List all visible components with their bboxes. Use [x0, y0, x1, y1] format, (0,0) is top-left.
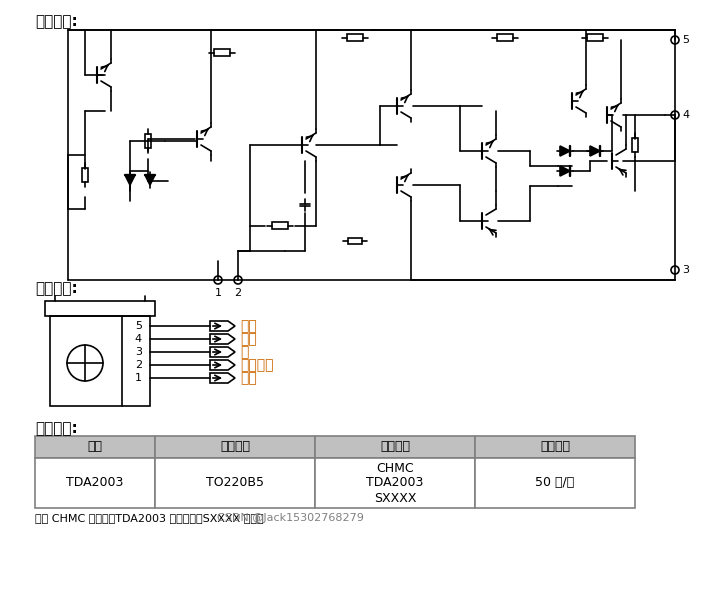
Text: 封装形式: 封装形式 [220, 441, 250, 454]
Bar [35, 458, 155, 508]
Bar [155, 458, 315, 508]
Text: 输出: 输出 [240, 332, 257, 346]
Bar [348, 238, 362, 244]
Text: 4: 4 [682, 110, 689, 120]
Bar [315, 436, 475, 458]
Text: TDA2003: TDA2003 [66, 477, 124, 489]
Bar [82, 168, 88, 182]
Text: 电原理图:: 电原理图: [35, 14, 78, 29]
Text: 地: 地 [240, 345, 248, 359]
Text: 2: 2 [135, 360, 142, 370]
Text: 包装信息:: 包装信息: [35, 421, 78, 436]
Bar [347, 34, 363, 41]
Bar [315, 458, 475, 508]
Text: 3: 3 [135, 347, 142, 357]
Polygon shape [560, 146, 570, 156]
Text: CHMC
TDA2003
SXXXX: CHMC TDA2003 SXXXX [366, 462, 423, 504]
Bar [214, 49, 230, 56]
Text: TO220B5: TO220B5 [206, 477, 264, 489]
Bar [632, 138, 638, 152]
Bar [45, 301, 155, 316]
Bar [145, 134, 151, 148]
Text: 型号: 型号 [88, 441, 103, 454]
Polygon shape [590, 146, 600, 156]
Text: 4: 4 [135, 334, 142, 344]
Polygon shape [145, 175, 155, 185]
Text: 其中 CHMC 为商标，TDA2003 为产品名，SXXXX 为周号: 其中 CHMC 为商标，TDA2003 为产品名，SXXXX 为周号 [35, 513, 267, 523]
Text: 5: 5 [682, 35, 689, 45]
Bar [497, 34, 513, 41]
Bar [35, 436, 155, 458]
Text: 反相输入: 反相输入 [240, 358, 274, 372]
Bar [475, 458, 635, 508]
Bar [587, 34, 603, 41]
Text: 1: 1 [135, 373, 142, 383]
Text: 包装方式: 包装方式 [540, 441, 570, 454]
Text: 5: 5 [135, 321, 142, 331]
Text: 输入: 输入 [240, 371, 257, 385]
Text: 电源: 电源 [240, 319, 257, 333]
Text: CSDN @Jack15302768279: CSDN @Jack15302768279 [217, 513, 364, 523]
Bar [475, 436, 635, 458]
Text: 50 只/管: 50 只/管 [535, 477, 575, 489]
Polygon shape [125, 175, 135, 185]
Text: 3: 3 [682, 265, 689, 275]
Bar [272, 222, 288, 229]
Text: 打印方式: 打印方式 [380, 441, 410, 454]
Bar [50, 316, 150, 406]
Text: 1: 1 [214, 288, 221, 298]
Bar [155, 436, 315, 458]
Polygon shape [560, 166, 570, 176]
Text: 2: 2 [235, 288, 242, 298]
Text: 管脚功能:: 管脚功能: [35, 281, 78, 296]
